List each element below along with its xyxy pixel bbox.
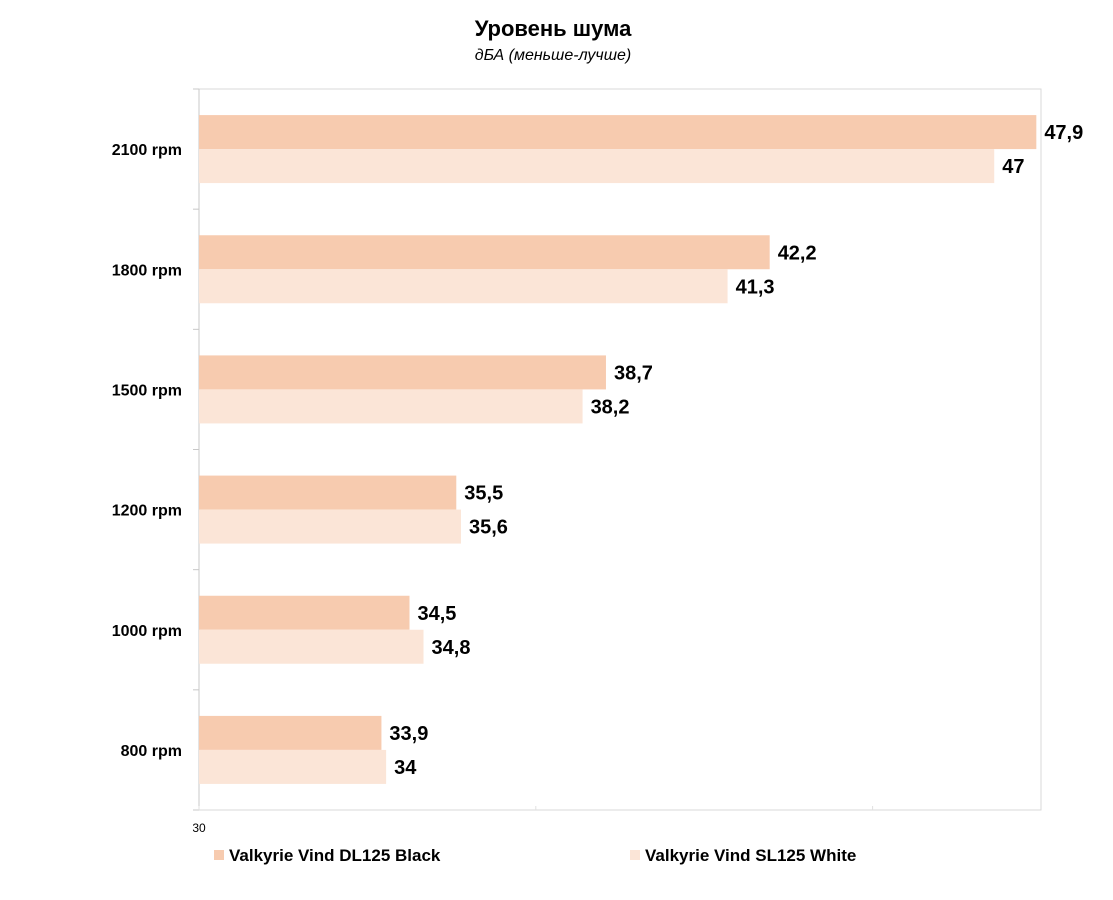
category-label: 1000 rpm [112,623,182,640]
bar [199,475,457,510]
value-axis-ticks: 30 [192,806,874,835]
legend-label: Valkyrie Vind DL125 Black [229,846,441,865]
value-labels-layer: 47,9 47 42,241,3 38,7 38,2 35,5 35,6 34,5 34,8 33… [389,122,1083,779]
value-axis-tick-label: 30 [192,821,206,835]
data-label: 42,2 [778,242,817,264]
bar [199,115,1037,150]
data-label: 34,8 [432,637,471,659]
bar [199,389,583,424]
data-label: 47 [1002,156,1024,178]
legend-label: Valkyrie Vind SL125 White [645,846,856,865]
data-label: 38,7 [614,362,653,384]
category-axis-ticks [193,88,199,811]
data-label: 33,9 [389,723,428,745]
plot-area-border [198,88,1042,811]
data-label: 47,9 [1044,122,1083,144]
bar [199,235,770,270]
bar [199,715,382,750]
bar [199,509,461,544]
chart-subtitle: дБА (меньше-лучше) [475,47,631,64]
bar [199,749,387,784]
legend: Valkyrie Vind DL125 Black Valkyrie Vind S… [214,846,856,865]
legend-swatch [630,850,640,860]
data-label: 41,3 [736,276,775,298]
category-label: 1500 rpm [112,382,182,399]
chart-title: Уровень шума [475,16,632,41]
category-label: 800 rpm [121,743,182,760]
category-label: 1200 rpm [112,503,182,520]
data-label: 34,5 [418,603,457,625]
data-label: 38,2 [591,396,630,418]
bar [199,269,728,304]
bar [199,629,424,664]
bar [199,149,995,184]
data-label: 34 [394,757,417,779]
bar [199,355,606,390]
category-label: 2100 rpm [112,142,182,159]
legend-swatch [214,850,224,860]
category-label: 1800 rpm [112,262,182,279]
data-label: 35,6 [469,517,508,539]
category-labels-layer: 2100 rpm 1800 rpm 1500 rpm 1200 rpm 1000 rpm… [112,142,182,760]
data-label: 35,5 [464,483,503,505]
bar [199,595,410,630]
bars-layer [199,115,1037,784]
